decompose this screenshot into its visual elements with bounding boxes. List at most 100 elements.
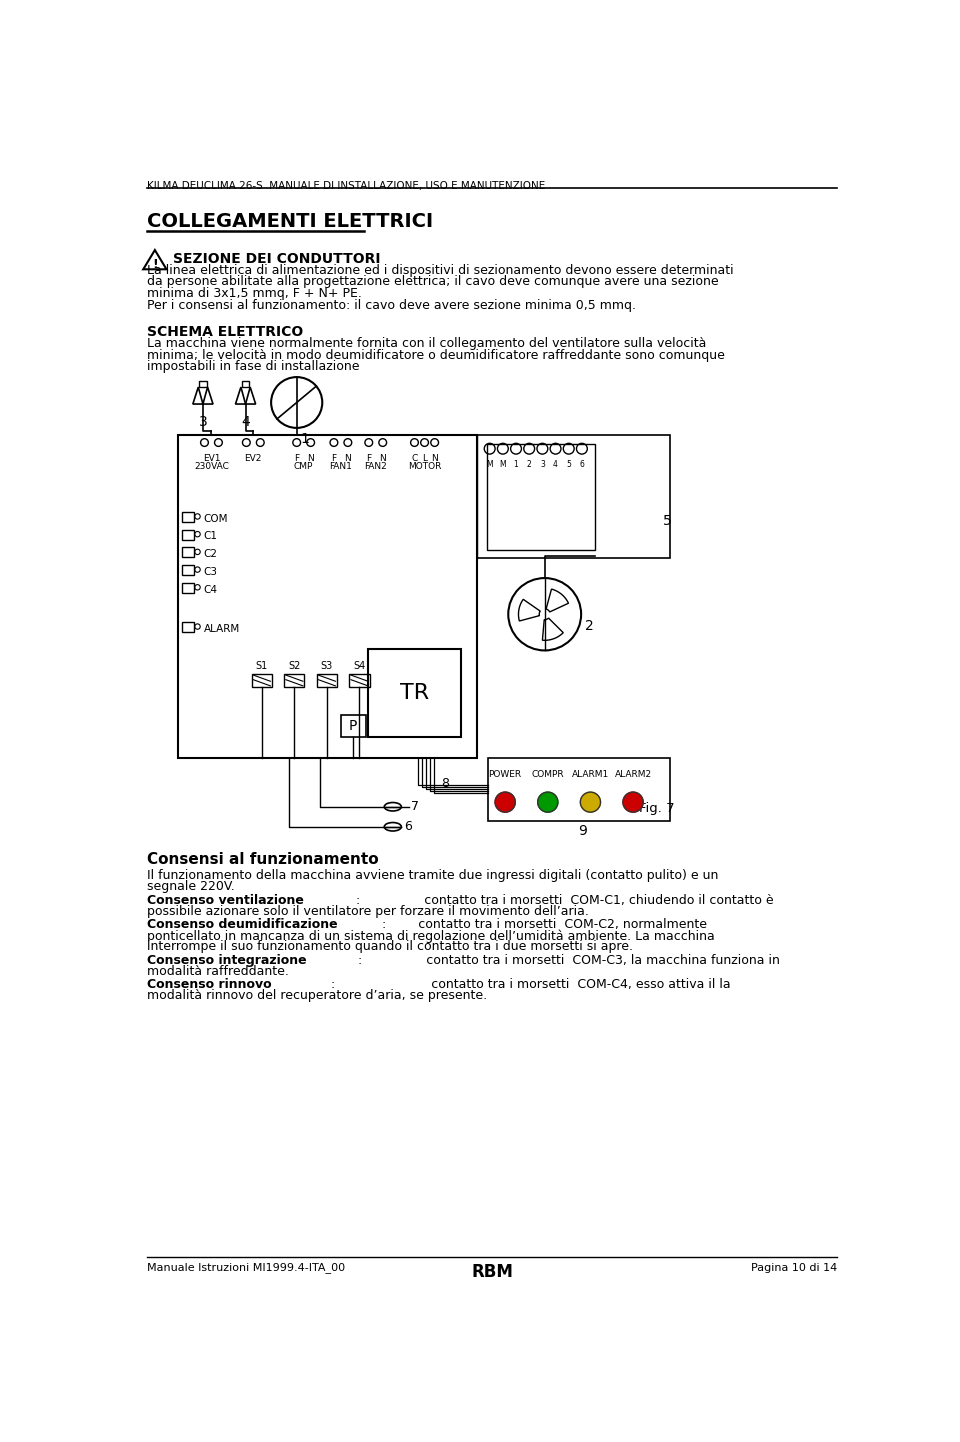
Text: !: ! [152,258,157,271]
Text: 8: 8 [442,777,449,790]
Bar [182,583,194,593]
Text: possibile azionare solo il ventilatore per forzare il movimento dell’aria.: possibile azionare solo il ventilatore p… [147,904,589,917]
Text: TR: TR [400,684,429,702]
Bar [182,565,194,575]
Text: 5: 5 [566,460,571,469]
Text: :                        contatto tra i morsetti  COM-C4, esso attiva il la: : contatto tra i morsetti COM-C4, esso a… [330,979,731,992]
Text: COM: COM [204,513,228,523]
Text: EV1: EV1 [203,454,220,463]
Bar [199,381,206,386]
Text: 9: 9 [578,825,588,838]
Circle shape [623,792,643,812]
Bar [487,444,595,551]
Text: 4: 4 [241,415,250,428]
Text: Consensi al funzionamento: Consensi al funzionamento [147,852,379,867]
Text: Pagina 10 di 14: Pagina 10 di 14 [751,1263,837,1273]
Text: SCHEMA ELETTRICO: SCHEMA ELETTRICO [147,326,303,339]
Text: Per i consensi al funzionamento: il cavo deve avere sezione minima 0,5 mmq.: Per i consensi al funzionamento: il cavo… [147,298,636,311]
Text: POWER: POWER [489,770,521,779]
Text: 5: 5 [662,515,671,528]
Text: C3: C3 [204,567,218,577]
Bar [488,758,670,822]
Text: modalità raffreddante.: modalità raffreddante. [147,965,289,978]
Bar [182,529,194,539]
Text: COLLEGAMENTI ELETTRICI: COLLEGAMENTI ELETTRICI [147,212,433,231]
Text: S3: S3 [321,660,333,671]
Text: Consenso rinnovo: Consenso rinnovo [147,979,272,992]
Bar [179,435,476,758]
Bar [182,512,194,522]
Text: 7: 7 [412,800,420,813]
Text: impostabili in fase di installazione: impostabili in fase di installazione [147,360,360,373]
Text: Il funzionamento della macchina avviene tramite due ingressi digitali (contatto : Il funzionamento della macchina avviene … [147,870,718,883]
Text: CMP: CMP [294,461,313,470]
Text: La macchina viene normalmente fornita con il collegamento del ventilatore sulla : La macchina viene normalmente fornita co… [147,337,707,350]
Text: C1: C1 [204,532,218,542]
Text: 1: 1 [514,460,518,469]
Text: interrompe il suo funzionamento quando il contatto tra i due morsetti si apre.: interrompe il suo funzionamento quando i… [147,940,634,953]
Text: C2: C2 [204,549,218,559]
Text: RBM: RBM [471,1263,513,1280]
Text: F: F [331,454,336,463]
Bar [182,622,194,632]
Text: FAN2: FAN2 [365,461,387,470]
Bar [341,715,366,737]
Text: La linea elettrica di alimentazione ed i dispositivi di sezionamento devono esse: La linea elettrica di alimentazione ed i… [147,264,733,277]
Text: 2: 2 [585,619,593,633]
Text: EV2: EV2 [245,454,262,463]
Text: COMPR: COMPR [532,770,564,779]
Text: 230VAC: 230VAC [194,461,228,470]
Text: MOTOR: MOTOR [408,461,442,470]
Text: N: N [379,454,386,463]
Text: N: N [431,454,438,463]
Text: :                contatto tra i morsetti  COM-C1, chiudendo il contatto è: : contatto tra i morsetti COM-C1, chiude… [355,894,773,907]
Text: SEZIONE DEI CONDUTTORI: SEZIONE DEI CONDUTTORI [173,251,380,265]
Bar [349,673,370,688]
Text: 3: 3 [540,460,545,469]
Text: L: L [422,454,427,463]
Text: 3: 3 [199,415,207,428]
Text: Consenso deumidificazione: Consenso deumidificazione [147,919,338,932]
Text: S2: S2 [288,660,300,671]
Text: segnale 220V.: segnale 220V. [147,880,235,893]
Text: M: M [499,460,506,469]
Text: ALARM: ALARM [204,624,240,634]
Bar [284,673,304,688]
Bar [182,548,194,557]
Text: modalità rinnovo del recuperatore d’aria, se presente.: modalità rinnovo del recuperatore d’aria… [147,989,488,1002]
Bar [368,649,461,737]
Text: :        contatto tra i morsetti  COM-C2, normalmente: : contatto tra i morsetti COM-C2, normal… [382,919,707,932]
Text: 6: 6 [580,460,585,469]
Text: N: N [345,454,351,463]
Circle shape [538,792,558,812]
Text: F: F [366,454,372,463]
Text: N: N [307,454,314,463]
Text: 6: 6 [403,820,412,833]
Bar [242,381,250,386]
Text: da persone abilitate alla progettazione elettrica; il cavo deve comunque avere u: da persone abilitate alla progettazione … [147,275,719,288]
Text: F: F [294,454,300,463]
Text: 2: 2 [527,460,532,469]
Text: Consenso integrazione: Consenso integrazione [147,953,307,966]
Circle shape [581,792,601,812]
Bar [252,673,272,688]
Text: Consenso ventilazione: Consenso ventilazione [147,894,304,907]
Text: :                contatto tra i morsetti  COM-C3, la macchina funziona in: : contatto tra i morsetti COM-C3, la mac… [358,953,780,966]
Text: ALARM2: ALARM2 [614,770,652,779]
Text: S4: S4 [353,660,366,671]
Text: minima; le velocità in modo deumidificatore o deumidificatore raffreddante sono : minima; le velocità in modo deumidificat… [147,349,725,362]
Text: S1: S1 [255,660,268,671]
Text: minima di 3x1,5 mmq, F + N+ PE.: minima di 3x1,5 mmq, F + N+ PE. [147,287,362,300]
Text: C4: C4 [204,584,218,594]
Circle shape [495,792,516,812]
Text: P: P [349,720,357,733]
Text: FAN1: FAN1 [329,461,352,470]
Bar [317,673,337,688]
Text: 1: 1 [300,431,309,446]
Text: Fig. 7: Fig. 7 [639,802,675,815]
Bar [476,435,670,558]
Text: M: M [487,460,493,469]
Text: Manuale Istruzioni MI1999.4-ITA_00: Manuale Istruzioni MI1999.4-ITA_00 [147,1263,346,1273]
Text: C: C [412,454,418,463]
Text: ALARM1: ALARM1 [572,770,609,779]
